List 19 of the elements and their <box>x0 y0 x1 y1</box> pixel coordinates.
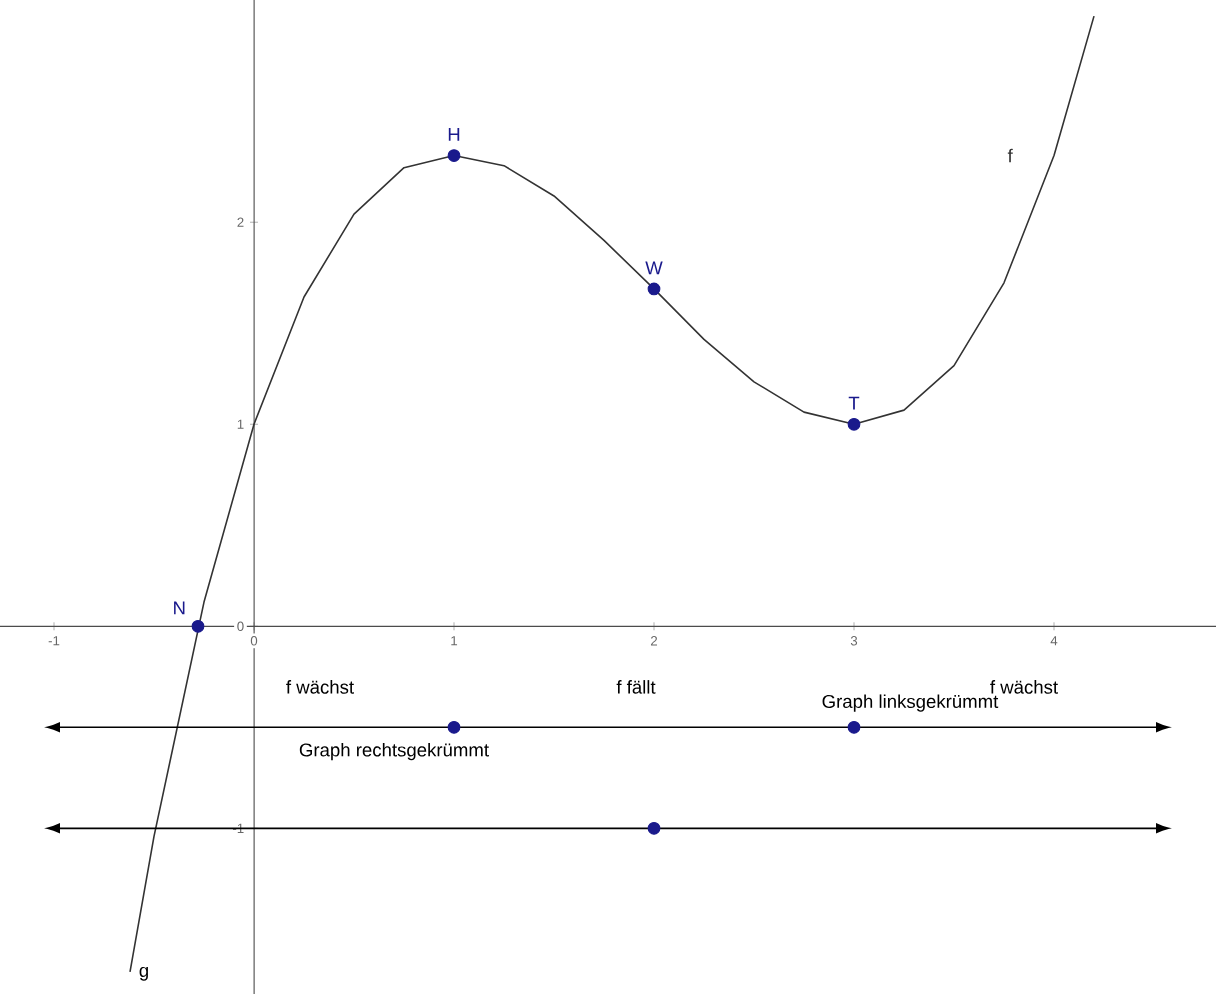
point <box>1156 823 1170 834</box>
annotation: Graph linksgekrümmt <box>822 694 999 712</box>
annotation: f wächst <box>286 680 354 694</box>
point <box>447 149 461 162</box>
point <box>647 282 661 296</box>
annotation: f wächst <box>990 680 1058 694</box>
annotation: Graph rechtsgekrümmt <box>299 742 489 761</box>
point <box>447 720 461 734</box>
series-label: T <box>848 396 860 410</box>
series-label: H <box>448 128 460 141</box>
series-label: f <box>1007 148 1013 163</box>
annotation: f fällt <box>616 680 656 694</box>
point <box>1156 722 1170 733</box>
series-label: W <box>645 261 663 275</box>
point <box>46 823 61 834</box>
annotation: g <box>139 966 148 981</box>
point <box>647 821 661 835</box>
point <box>46 722 61 733</box>
series-label: N <box>174 601 185 615</box>
